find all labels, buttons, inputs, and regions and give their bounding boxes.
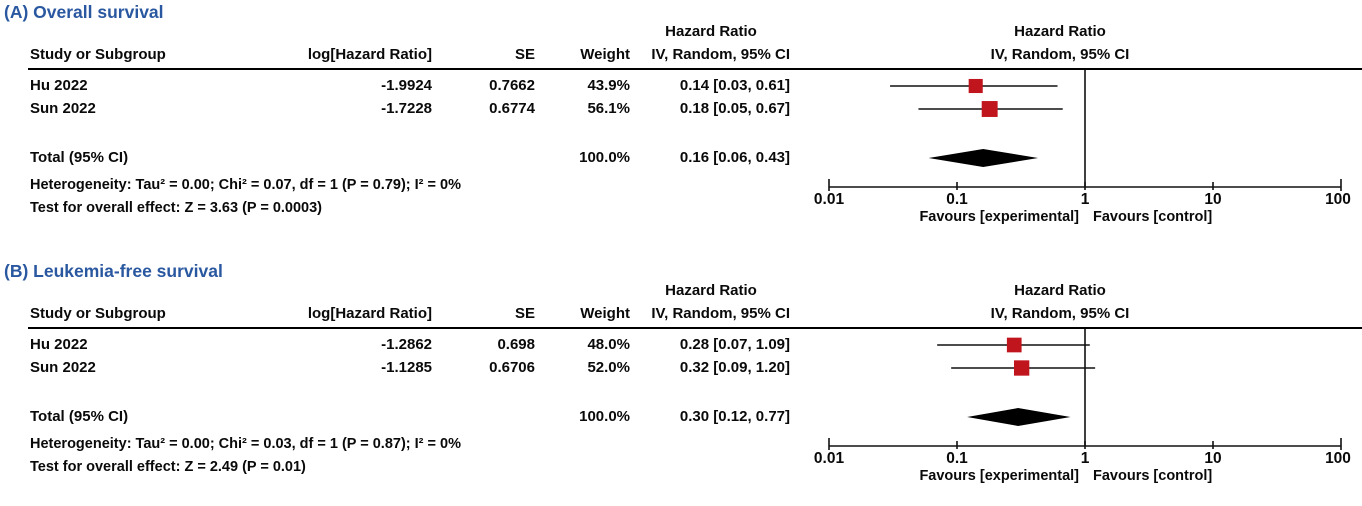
ci-text-cell: 0.32 [0.09, 1.20] — [679, 359, 790, 376]
study-name-cell: Sun 2022 — [30, 359, 96, 376]
log-hr-cell: -1.7228 — [381, 100, 432, 117]
total-ci-cell: 0.16 [0.06, 0.43] — [679, 149, 790, 166]
panel-title: (A) Overall survival — [4, 2, 164, 22]
log-hr-cell: -1.9924 — [381, 77, 432, 94]
x-tick-label: 10 — [1204, 450, 1222, 467]
weight-cell: 48.0% — [587, 336, 630, 353]
column-header-ci: IV, Random, 95% CI — [651, 305, 790, 322]
plot-header-method: IV, Random, 95% CI — [990, 46, 1130, 63]
x-tick-label: 1 — [1080, 450, 1090, 467]
header-underline — [28, 68, 1362, 70]
total-weight-cell: 100.0% — [579, 408, 630, 425]
x-tick-label: 1 — [1080, 191, 1090, 208]
study-marker-square — [1014, 360, 1030, 376]
study-name-cell: Sun 2022 — [30, 100, 96, 117]
weight-cell: 56.1% — [587, 100, 630, 117]
se-cell: 0.7662 — [489, 77, 535, 94]
se-cell: 0.6706 — [489, 359, 535, 376]
x-tick-label: 100 — [1325, 191, 1351, 208]
favours-right-label: Favours [control] — [1093, 209, 1213, 225]
ci-text-cell: 0.18 [0.05, 0.67] — [679, 100, 790, 117]
weight-cell: 52.0% — [587, 359, 630, 376]
study-name-cell: Hu 2022 — [30, 77, 88, 94]
total-label: Total (95% CI) — [30, 408, 129, 425]
x-tick-label: 0.01 — [813, 450, 845, 467]
heterogeneity-text: Heterogeneity: Tau² = 0.00; Chi² = 0.03,… — [30, 436, 461, 452]
panel-overall-survival: (A) Overall survival Hazard Ratio Study … — [0, 0, 1362, 250]
plot-header-method: IV, Random, 95% CI — [990, 305, 1130, 322]
favours-left-label: Favours [experimental] — [919, 468, 1079, 484]
column-header-weight: Weight — [580, 46, 630, 63]
favours-left-label: Favours [experimental] — [919, 209, 1079, 225]
overall-effect-text: Test for overall effect: Z = 3.63 (P = 0… — [30, 200, 323, 216]
overall-effect-text: Test for overall effect: Z = 2.49 (P = 0… — [30, 459, 306, 475]
column-header-se: SE — [514, 305, 535, 322]
weight-cell: 43.9% — [587, 77, 630, 94]
study-marker-square — [968, 78, 983, 94]
total-diamond — [928, 149, 1039, 167]
log-hr-cell: -1.2862 — [381, 336, 432, 353]
panel-leukemia-free-survival: (B) Leukemia-free survival Hazard Ratio … — [0, 259, 1362, 506]
x-tick-label: 10 — [1204, 191, 1222, 208]
total-diamond — [967, 408, 1071, 426]
column-header-se: SE — [514, 46, 535, 63]
heterogeneity-text: Heterogeneity: Tau² = 0.00; Chi² = 0.07,… — [30, 177, 461, 193]
study-name-cell: Hu 2022 — [30, 336, 88, 353]
column-header-study: Study or Subgroup — [30, 46, 166, 63]
plot-header-hazard-ratio: Hazard Ratio — [1014, 282, 1106, 299]
column-header-log-hr: log[Hazard Ratio] — [307, 46, 432, 63]
favours-right-label: Favours [control] — [1093, 468, 1213, 484]
se-cell: 0.6774 — [489, 100, 535, 117]
column-header-log-hr: log[Hazard Ratio] — [307, 305, 432, 322]
header-underline — [28, 327, 1362, 329]
column-header-ci: IV, Random, 95% CI — [651, 46, 790, 63]
total-weight-cell: 100.0% — [579, 149, 630, 166]
ci-text-cell: 0.28 [0.07, 1.09] — [679, 336, 790, 353]
study-marker-square — [1006, 337, 1022, 353]
x-tick-label: 0.1 — [946, 450, 968, 467]
plot-header-hazard-ratio: Hazard Ratio — [1014, 23, 1106, 40]
column-header-study: Study or Subgroup — [30, 305, 166, 322]
x-tick-label: 0.1 — [946, 191, 968, 208]
total-label: Total (95% CI) — [30, 149, 129, 166]
x-tick-label: 0.01 — [813, 191, 845, 208]
log-hr-cell: -1.1285 — [381, 359, 432, 376]
total-ci-cell: 0.30 [0.12, 0.77] — [679, 408, 790, 425]
x-tick-label: 100 — [1325, 450, 1351, 467]
panel-title: (B) Leukemia-free survival — [4, 261, 223, 281]
column-header-weight: Weight — [580, 305, 630, 322]
table-header-hazard-ratio: Hazard Ratio — [665, 282, 757, 299]
study-marker-square — [981, 101, 998, 117]
se-cell: 0.698 — [497, 336, 535, 353]
table-header-hazard-ratio: Hazard Ratio — [665, 23, 757, 40]
ci-text-cell: 0.14 [0.03, 0.61] — [679, 77, 790, 94]
